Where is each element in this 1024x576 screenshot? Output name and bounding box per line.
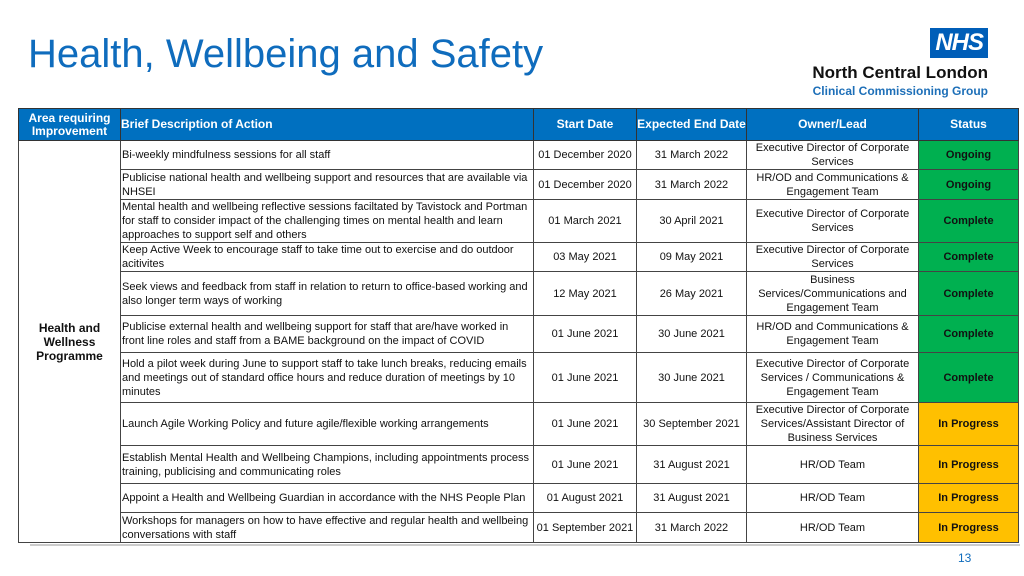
- end-date-cell: 30 September 2021: [636, 402, 747, 446]
- end-date-cell: 09 May 2021: [636, 242, 747, 272]
- end-date-cell: 30 June 2021: [636, 315, 747, 353]
- table-row: Workshops for managers on how to have ef…: [19, 512, 1019, 543]
- start-date-cell: 01 December 2020: [533, 140, 637, 170]
- owner-cell: Executive Director of Corporate Services…: [746, 402, 919, 446]
- end-date-cell: 31 August 2021: [636, 445, 747, 484]
- table-row: Launch Agile Working Policy and future a…: [19, 402, 1019, 446]
- owner-cell: Executive Director of Corporate Services: [746, 140, 919, 170]
- table-row: Keep Active Week to encourage staff to t…: [19, 242, 1019, 272]
- start-date-cell: 01 June 2021: [533, 445, 637, 484]
- owner-cell: Executive Director of Corporate Services: [746, 242, 919, 272]
- description-cell: Publicise external health and wellbeing …: [120, 315, 534, 353]
- start-date-cell: 01 June 2021: [533, 315, 637, 353]
- end-date-cell: 26 May 2021: [636, 271, 747, 316]
- nhs-badge: NHS: [930, 28, 988, 58]
- footer-divider: [30, 544, 1020, 546]
- nhs-logo: NHS North Central London Clinical Commis…: [812, 28, 988, 98]
- end-date-cell: 31 March 2022: [636, 512, 747, 543]
- table-row: Appoint a Health and Wellbeing Guardian …: [19, 483, 1019, 513]
- table-row: Establish Mental Health and Wellbeing Ch…: [19, 445, 1019, 484]
- status-badge: In Progress: [918, 445, 1019, 484]
- column-header: Status: [918, 108, 1019, 141]
- description-cell: Bi-weekly mindfulness sessions for all s…: [120, 140, 534, 170]
- owner-cell: HR/OD Team: [746, 445, 919, 484]
- area-cell: Health and Wellness Programme: [18, 140, 121, 543]
- start-date-cell: 01 August 2021: [533, 483, 637, 513]
- status-badge: In Progress: [918, 483, 1019, 513]
- owner-cell: HR/OD Team: [746, 483, 919, 513]
- status-badge: Complete: [918, 199, 1019, 243]
- status-badge: Ongoing: [918, 169, 1019, 200]
- description-cell: Hold a pilot week during June to support…: [120, 352, 534, 403]
- status-badge: Complete: [918, 352, 1019, 403]
- description-cell: Launch Agile Working Policy and future a…: [120, 402, 534, 446]
- description-cell: Workshops for managers on how to have ef…: [120, 512, 534, 543]
- owner-cell: HR/OD Team: [746, 512, 919, 543]
- end-date-cell: 31 March 2022: [636, 169, 747, 200]
- column-header: Start Date: [533, 108, 637, 141]
- owner-cell: Executive Director of Corporate Services: [746, 199, 919, 243]
- owner-cell: Executive Director of Corporate Services…: [746, 352, 919, 403]
- description-cell: Publicise national health and wellbeing …: [120, 169, 534, 200]
- column-header: Owner/Lead: [746, 108, 919, 141]
- start-date-cell: 03 May 2021: [533, 242, 637, 272]
- table-row: Seek views and feedback from staff in re…: [19, 271, 1019, 316]
- start-date-cell: 01 June 2021: [533, 352, 637, 403]
- end-date-cell: 30 April 2021: [636, 199, 747, 243]
- end-date-cell: 31 August 2021: [636, 483, 747, 513]
- start-date-cell: 01 March 2021: [533, 199, 637, 243]
- start-date-cell: 01 December 2020: [533, 169, 637, 200]
- table-row: Hold a pilot week during June to support…: [19, 352, 1019, 403]
- org-subtitle: Clinical Commissioning Group: [812, 84, 988, 98]
- page-number: 13: [958, 551, 972, 565]
- status-badge: In Progress: [918, 402, 1019, 446]
- start-date-cell: 01 September 2021: [533, 512, 637, 543]
- table-row: Mental health and wellbeing reflective s…: [19, 199, 1019, 243]
- owner-cell: HR/OD and Communications & Engagement Te…: [746, 315, 919, 353]
- description-cell: Mental health and wellbeing reflective s…: [120, 199, 534, 243]
- start-date-cell: 12 May 2021: [533, 271, 637, 316]
- page-title: Health, Wellbeing and Safety: [28, 32, 544, 76]
- start-date-cell: 01 June 2021: [533, 402, 637, 446]
- end-date-cell: 31 March 2022: [636, 140, 747, 170]
- status-badge: Complete: [918, 271, 1019, 316]
- table-row: Publicise external health and wellbeing …: [19, 315, 1019, 353]
- description-cell: Establish Mental Health and Wellbeing Ch…: [120, 445, 534, 484]
- description-cell: Appoint a Health and Wellbeing Guardian …: [120, 483, 534, 513]
- status-badge: In Progress: [918, 512, 1019, 543]
- table-row: Publicise national health and wellbeing …: [19, 169, 1019, 200]
- status-badge: Complete: [918, 315, 1019, 353]
- table-row: Health and Wellness Programme Bi-weekly m…: [18, 140, 1019, 543]
- action-table: Area requiring Improvement Brief Descript…: [18, 108, 1019, 543]
- description-cell: Seek views and feedback from staff in re…: [120, 271, 534, 316]
- column-header: Brief Description of Action: [120, 108, 534, 141]
- description-cell: Keep Active Week to encourage staff to t…: [120, 242, 534, 272]
- org-name: North Central London: [812, 63, 988, 82]
- status-badge: Ongoing: [918, 140, 1019, 170]
- owner-cell: Business Services/Communications and Eng…: [746, 271, 919, 316]
- column-header: Area requiring Improvement: [18, 108, 121, 141]
- end-date-cell: 30 June 2021: [636, 352, 747, 403]
- column-header: Expected End Date: [636, 108, 747, 141]
- owner-cell: HR/OD and Communications & Engagement Te…: [746, 169, 919, 200]
- status-badge: Complete: [918, 242, 1019, 272]
